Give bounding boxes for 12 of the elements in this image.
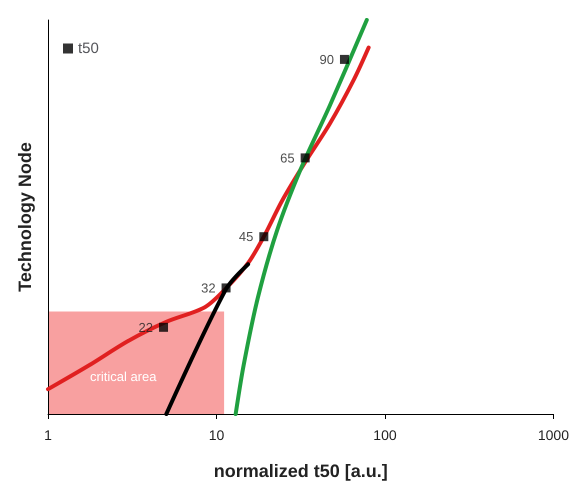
legend-label: t50 — [78, 40, 99, 57]
x-tick-label: 1 — [44, 427, 52, 443]
data-label: 90 — [319, 52, 334, 67]
x-tick-label: 10 — [208, 427, 224, 443]
y-axis-title: Technology Node — [15, 142, 35, 292]
annotation: critical area — [90, 369, 158, 384]
data-label: 65 — [280, 150, 295, 166]
x-tick-label: 100 — [373, 427, 397, 443]
data-label: 32 — [201, 280, 216, 296]
x-tick-label: 1000 — [538, 427, 570, 443]
data-label: 45 — [238, 229, 254, 244]
x-axis-title: normalized t50 [a.u.] — [214, 461, 388, 481]
